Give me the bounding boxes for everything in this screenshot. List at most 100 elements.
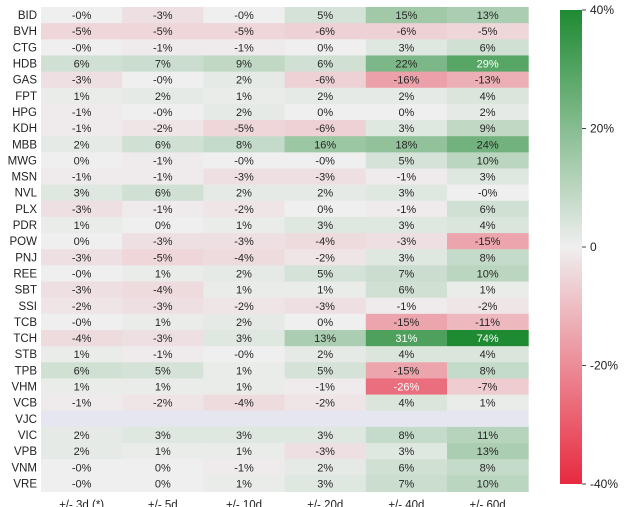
heatmap-cell	[447, 233, 529, 250]
heatmap-cell	[365, 168, 448, 186]
heatmap-cell	[41, 394, 123, 412]
cell-value-label: -5%	[153, 252, 173, 264]
heatmap-cell	[41, 249, 123, 266]
heatmap-cell	[365, 200, 448, 218]
cell-value-label: -26%	[394, 382, 420, 394]
heatmap-cell	[284, 281, 367, 299]
heatmap-cell	[365, 362, 448, 379]
heatmap-cell	[284, 249, 367, 266]
heatmap-cell-empty	[122, 410, 204, 428]
cell-value-label: -1%	[72, 172, 92, 184]
heatmap-cell	[447, 249, 529, 266]
heatmap-cell	[122, 136, 204, 153]
cell-value-label: 10%	[477, 155, 499, 167]
heatmap-cell	[284, 378, 367, 396]
heatmap-cell	[41, 313, 123, 331]
heatmap-cell	[365, 426, 448, 444]
heatmap-cell	[447, 200, 529, 218]
heatmap-cell	[122, 120, 204, 137]
heatmap-cell	[203, 249, 286, 266]
heatmap-cell-empty	[41, 410, 123, 428]
heatmap-cell	[122, 265, 204, 283]
heatmap-cell-empty	[203, 410, 286, 428]
heatmap-cell	[365, 136, 448, 153]
cell-value-label: -5%	[478, 26, 498, 38]
heatmap-cell	[447, 136, 529, 153]
heatmap-cell	[365, 184, 448, 202]
cell-value-label: -1%	[153, 204, 173, 216]
cell-value-label: 0%	[398, 107, 414, 119]
heatmap-cell	[41, 297, 123, 315]
heatmap-cell	[365, 103, 448, 121]
heatmap-cell	[122, 39, 204, 56]
cell-value-label: -1%	[153, 42, 173, 54]
cell-value-label: -3%	[72, 75, 92, 87]
row-label-plx: PLX	[15, 204, 37, 216]
heatmap-cell	[365, 233, 448, 250]
cell-value-label: 2%	[74, 446, 90, 458]
cell-value-label: -15%	[394, 365, 420, 377]
heatmap-cell-empty	[447, 410, 529, 428]
cell-value-label: 5%	[155, 365, 171, 377]
heatmap-cell	[41, 459, 123, 476]
heatmap-cell	[41, 71, 123, 89]
cell-value-label: 1%	[236, 382, 252, 394]
heatmap-cell	[41, 362, 123, 379]
cell-value-label: 11%	[477, 430, 498, 442]
heatmap-cell	[365, 475, 448, 492]
heatmap-cell	[122, 249, 204, 266]
cell-value-label: 6%	[480, 204, 496, 216]
heatmap-cell	[365, 216, 448, 234]
heatmap-cell	[203, 475, 286, 492]
cell-value-label: 4%	[398, 349, 414, 361]
cell-value-label: 1%	[236, 91, 252, 103]
heatmap-cell	[122, 7, 204, 24]
heatmap-cells: -0% -3% -0% 5% 15% 13% -5% -5% -5% -6% -6% -5% -0% -1…	[41, 7, 529, 492]
row-label-vcb: VCB	[13, 398, 37, 410]
cell-value-label: 3%	[317, 220, 333, 232]
heatmap-cell	[447, 71, 529, 89]
cell-value-label: -2%	[234, 301, 254, 313]
cell-value-label: 16%	[314, 139, 336, 151]
cell-value-label: -3%	[153, 10, 173, 22]
heatmap-cell	[365, 152, 448, 169]
heatmap-cell	[284, 120, 367, 137]
row-label-pdr: PDR	[13, 220, 37, 232]
cell-value-label: 0%	[317, 107, 333, 119]
row-label-tcb: TCB	[14, 317, 37, 329]
heatmap-cell	[365, 265, 448, 283]
cell-value-label: 6%	[398, 285, 414, 297]
cell-value-label: -5%	[153, 26, 173, 38]
cell-value-label: 6%	[398, 462, 414, 474]
cell-value-label: 3%	[236, 333, 252, 345]
cell-value-label: -3%	[234, 172, 254, 184]
cell-value-label: -2%	[234, 204, 254, 216]
cell-value-label: -2%	[72, 301, 92, 313]
heatmap-cell	[447, 459, 529, 476]
heatmap-cell	[365, 459, 448, 476]
heatmap-cell	[447, 362, 529, 379]
cell-value-label: -1%	[72, 107, 92, 119]
cell-value-label: -6%	[315, 26, 335, 38]
heatmap-cell	[203, 216, 286, 234]
cell-value-label: 3%	[155, 430, 171, 442]
cell-value-label: 1%	[155, 317, 171, 329]
heatmap-cell	[41, 443, 123, 460]
cell-value-label: 3%	[398, 446, 414, 458]
cell-value-label: 2%	[155, 91, 171, 103]
cell-value-label: 0%	[155, 478, 171, 490]
heatmap-cell	[122, 55, 204, 73]
cell-value-label: -15%	[475, 236, 501, 248]
heatmap-cell	[447, 346, 529, 363]
cell-value-label: -0%	[72, 462, 92, 474]
heatmap-cell	[365, 120, 448, 137]
cell-value-label: 0%	[317, 204, 333, 216]
heatmap-cell	[284, 39, 367, 56]
cell-value-label: -1%	[153, 172, 173, 184]
cell-value-label: -3%	[315, 172, 335, 184]
heatmap-cell	[203, 23, 286, 40]
heatmap-cell	[447, 7, 529, 24]
heatmap-cell	[284, 346, 367, 363]
heatmap-cell	[365, 394, 448, 412]
row-label-pnj: PNJ	[15, 252, 37, 264]
